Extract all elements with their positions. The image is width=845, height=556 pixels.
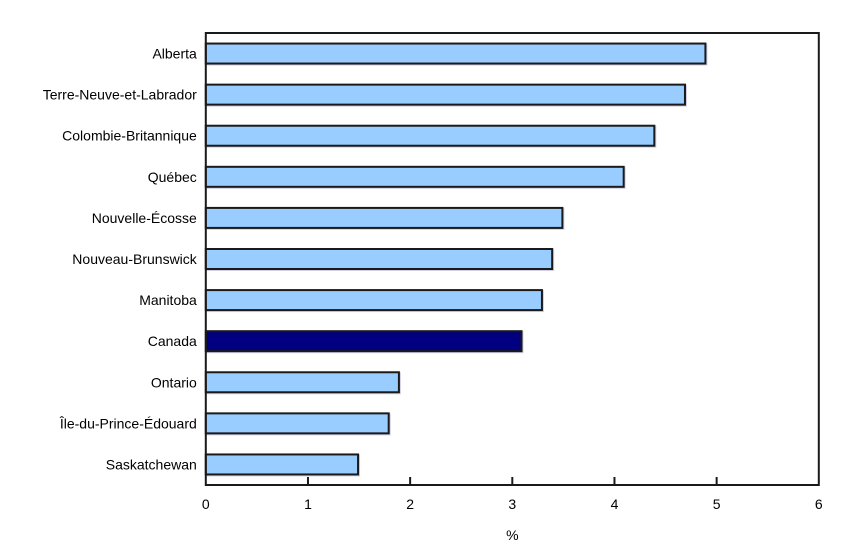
bar-terre-neuve-et-labrador [204,83,686,106]
bar-nouveau-brunswick [204,248,554,270]
bar-quebec [204,165,625,188]
x-tick-label: 5 [713,496,721,512]
category-label-nouveau-brunswick: Nouveau-Brunswick [72,251,197,267]
plot-frame-group [204,32,820,486]
x-tick-label: 4 [611,496,619,512]
x-axis-label: % [506,527,518,543]
bar-nouvelle-ecosse [204,206,564,229]
x-tick-label: 3 [508,496,516,512]
x-tick-label: 1 [304,496,312,512]
category-label-alberta: Alberta [152,46,197,62]
bar-ile-du-prince-edouard [204,412,390,435]
category-label-quebec: Québec [148,169,197,185]
category-label-saskatchewan: Saskatchewan [106,456,197,472]
bar-canada [204,330,523,353]
x-tick-label: 6 [815,496,823,512]
x-tick-label: 0 [202,496,210,512]
category-label-ontario: Ontario [151,374,197,390]
bar-alberta [204,42,707,65]
category-label-manitoba: Manitoba [139,292,197,308]
category-label-ile-du-prince-edouard: Île-du-Prince-Édouard [59,415,197,431]
bar-ontario [204,371,400,394]
category-labels-group: Alberta Terre-Neuve-et-Labrador Colombie-B… [43,46,198,473]
bar-manitoba [204,289,543,312]
category-label-terre-neuve-et-labrador: Terre-Neuve-et-Labrador [43,87,197,103]
category-label-nouvelle-ecosse: Nouvelle-Écosse [92,210,197,226]
bar-colombie-britannique [204,124,656,147]
category-label-colombie-britannique: Colombie-Britannique [62,128,197,144]
bars-group [204,42,707,476]
x-tick-label: 2 [406,496,414,512]
x-axis-ticks-group: 0 1 2 3 4 5 6% [202,477,823,543]
plot-frame [204,32,820,486]
bar-saskatchewan [204,453,360,476]
category-label-canada: Canada [148,333,197,349]
